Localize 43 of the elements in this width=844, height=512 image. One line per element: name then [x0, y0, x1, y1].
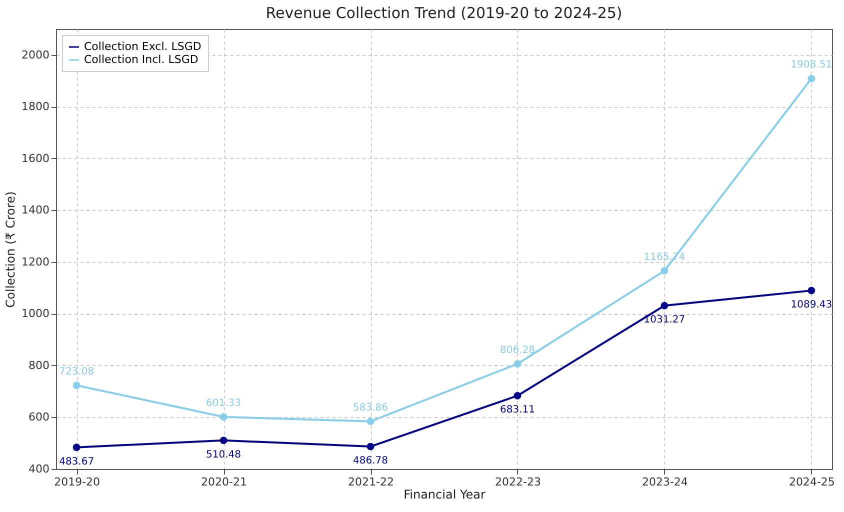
- y-tick-label: 400: [28, 462, 50, 476]
- point: [514, 360, 522, 368]
- x-tick-label: 2023-24: [642, 476, 688, 488]
- point: [660, 267, 668, 275]
- x-tick-label: 2024-25: [788, 476, 835, 488]
- legend-label: Collection Excl. LSGD: [84, 40, 202, 53]
- point: [660, 302, 668, 310]
- x-tick-label: 2019-20: [54, 476, 100, 488]
- y-axis-title: Collection (₹ Crore): [4, 191, 18, 308]
- point: [366, 418, 374, 426]
- chart-title: Revenue Collection Trend (2019-20 to 2024-25): [266, 4, 622, 22]
- data-label: 1031.27: [644, 314, 686, 326]
- point: [72, 444, 80, 452]
- x-tick-label: 2020-21: [201, 476, 248, 488]
- data-label: 583.86: [353, 402, 388, 414]
- x-axis-title: Financial Year: [404, 488, 486, 502]
- y-tick-label: 1200: [22, 255, 50, 268]
- y-tick-label: 600: [28, 410, 50, 424]
- y-tick-label: 1800: [22, 100, 50, 114]
- y-tick-label: 800: [28, 358, 50, 372]
- data-label: 683.11: [500, 404, 535, 416]
- data-label: 483.67: [59, 456, 94, 468]
- point: [514, 392, 522, 400]
- point: [808, 74, 816, 82]
- data-label: 486.78: [353, 456, 388, 467]
- data-label: 1908.51: [790, 60, 832, 71]
- x-tick-label: 2021-22: [348, 476, 394, 488]
- y-tick-label: 2000: [22, 48, 50, 62]
- point: [220, 436, 228, 444]
- data-label: 510.48: [206, 449, 242, 460]
- x-tick-label: 2022-23: [495, 476, 541, 488]
- point: [72, 382, 80, 390]
- data-label: 1089.43: [790, 300, 832, 311]
- data-label: 723.08: [59, 366, 94, 378]
- data-label: 806.28: [500, 344, 535, 356]
- legend-label: Collection Incl. LSGD: [84, 53, 198, 66]
- y-tick-label: 1400: [22, 204, 50, 217]
- point: [808, 286, 816, 294]
- point: [220, 413, 228, 421]
- y-tick-label: 1000: [22, 307, 50, 320]
- data-label: 601.33: [206, 398, 242, 409]
- y-tick-label: 1600: [22, 152, 50, 165]
- point: [366, 442, 374, 450]
